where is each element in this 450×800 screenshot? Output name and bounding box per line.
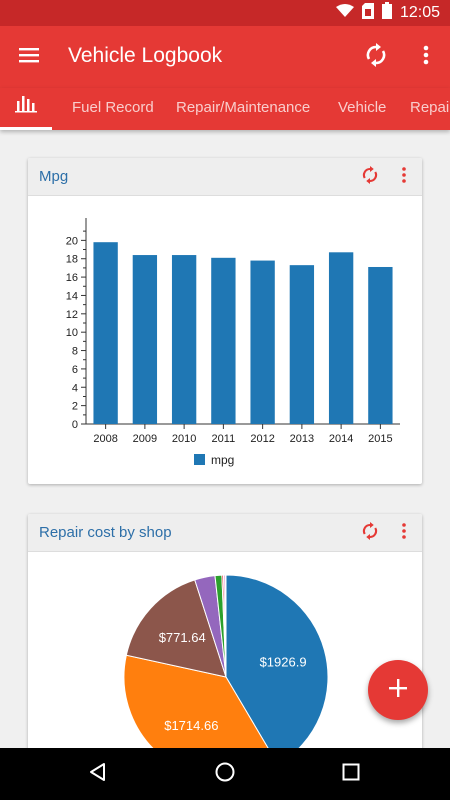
pie-slice-label: $771.64 — [159, 630, 206, 645]
system-nav-bar — [0, 748, 450, 800]
card-overflow-button[interactable] — [394, 165, 414, 189]
x-tick-label: 2011 — [212, 433, 236, 445]
menu-button[interactable] — [12, 41, 46, 73]
x-tick-label: 2008 — [93, 433, 117, 445]
bar — [250, 260, 275, 424]
bar — [289, 265, 315, 424]
y-tick-label: 8 — [72, 346, 78, 358]
y-tick-label: 6 — [72, 364, 78, 376]
card-overflow-button[interactable] — [394, 521, 414, 545]
bar — [93, 242, 118, 424]
home-circle-icon — [214, 761, 236, 788]
x-tick-label: 2013 — [290, 433, 314, 445]
pie-slice — [123, 654, 269, 748]
tab-repair[interactable]: Repair — [410, 99, 450, 116]
y-tick-label: 4 — [72, 382, 78, 394]
more-vert-icon — [402, 522, 406, 544]
card-title: Mpg — [39, 168, 69, 185]
bar-chart-icon — [14, 89, 38, 129]
y-tick-label: 16 — [66, 272, 78, 284]
y-tick-label: 2 — [72, 401, 78, 413]
tab-fuel-record[interactable]: Fuel Record — [72, 99, 154, 116]
legend-swatch — [194, 454, 205, 465]
card-header: Repair cost by shop — [28, 514, 422, 552]
card-refresh-button[interactable] — [358, 165, 382, 189]
sim-icon — [361, 2, 374, 24]
dashboard-content[interactable]: Mpg 0 2 4 6 8 10 12 14 16 18 20 2008 2009 2010 2011 201… — [0, 130, 450, 748]
bar — [132, 255, 158, 424]
y-tick-label: 18 — [66, 254, 78, 266]
card-refresh-button[interactable] — [358, 521, 382, 545]
x-tick-label: 2010 — [172, 433, 196, 445]
status-bar: 12:05 — [0, 0, 450, 26]
wifi-icon — [335, 3, 354, 23]
card-header: Mpg — [28, 158, 422, 196]
tab-bar: Fuel Record Repair/Maintenance Vehicle R… — [0, 88, 450, 130]
repair-cost-pie-chart: $1926.9 $1714.66 $771.64 — [123, 574, 329, 748]
overflow-menu-button[interactable] — [410, 41, 442, 73]
app-title: Vehicle Logbook — [68, 44, 223, 67]
sync-icon — [361, 521, 379, 545]
home-button[interactable] — [211, 760, 239, 788]
tab-charts[interactable] — [0, 88, 52, 130]
bar — [368, 266, 393, 424]
y-tick-label: 14 — [66, 290, 78, 302]
x-tick-label: 2015 — [368, 433, 392, 445]
recents-button[interactable] — [337, 760, 365, 788]
bar — [211, 257, 236, 424]
tab-repair-maintenance[interactable]: Repair/Maintenance — [176, 99, 311, 116]
card-title: Repair cost by shop — [39, 524, 172, 541]
tab-indicator — [0, 127, 52, 130]
more-vert-icon — [423, 45, 429, 70]
plus-icon — [389, 678, 407, 702]
battery-icon — [381, 2, 392, 24]
sync-button[interactable] — [360, 41, 392, 73]
mpg-card: Mpg 0 2 4 6 8 10 12 14 16 18 20 2008 2009 2010 2011 201… — [28, 158, 422, 484]
y-tick-label: 10 — [66, 327, 78, 339]
legend-label: mpg — [211, 453, 234, 467]
app-bar: Vehicle Logbook — [0, 26, 450, 88]
pie-slice — [224, 574, 227, 678]
pie-slice — [225, 574, 329, 748]
pie-slice — [125, 579, 227, 678]
hamburger-icon — [19, 47, 39, 68]
x-tick-label: 2012 — [250, 433, 274, 445]
y-tick-label: 20 — [66, 235, 78, 247]
repair-cost-card: Repair cost by shop $1926.9 $1714.66 $771.… — [28, 514, 422, 748]
y-tick-label: 12 — [66, 309, 78, 321]
y-tick-label: 0 — [72, 419, 78, 431]
pie-slice-label: $1714.66 — [164, 718, 218, 733]
bar — [171, 255, 197, 424]
x-tick-label: 2014 — [329, 433, 353, 445]
add-fab-button[interactable] — [368, 660, 428, 720]
sync-icon — [361, 165, 379, 189]
bar — [328, 252, 354, 424]
x-tick-label: 2009 — [133, 433, 157, 445]
back-triangle-icon — [88, 762, 108, 787]
pie-slice-label: $1926.9 — [260, 654, 307, 669]
tab-vehicle[interactable]: Vehicle — [338, 99, 387, 116]
back-button[interactable] — [84, 760, 112, 788]
mpg-bar-chart: 0 2 4 6 8 10 12 14 16 18 20 2008 2009 2010 2011 2012 201… — [66, 218, 400, 467]
sync-icon — [364, 42, 388, 72]
more-vert-icon — [402, 166, 406, 188]
recents-square-icon — [342, 763, 360, 786]
status-time: 12:05 — [399, 4, 440, 21]
